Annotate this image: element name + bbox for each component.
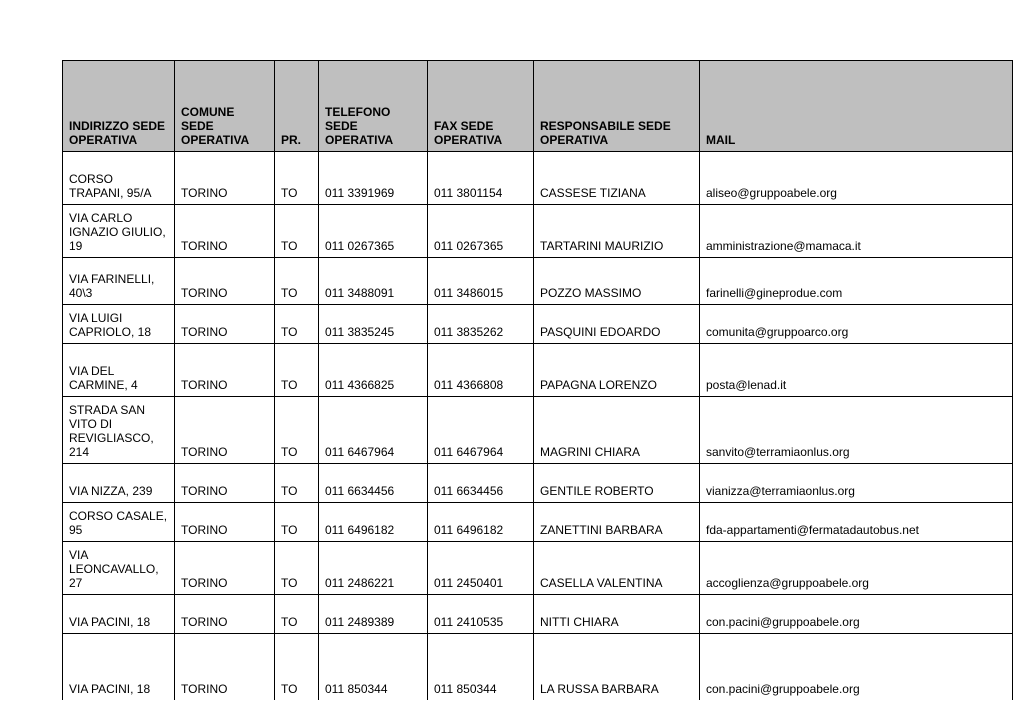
cell: vianizza@terramiaonlus.org bbox=[700, 464, 1013, 503]
cell: LA RUSSA BARBARA bbox=[534, 634, 700, 701]
cell: TO bbox=[275, 595, 319, 634]
cell: VIA DEL CARMINE, 4 bbox=[63, 344, 175, 397]
cell: VIA FARINELLI, 40\3 bbox=[63, 258, 175, 305]
cell: VIA LEONCAVALLO, 27 bbox=[63, 542, 175, 595]
column-header-3: TELEFONO SEDE OPERATIVA bbox=[319, 61, 428, 152]
cell: TO bbox=[275, 258, 319, 305]
table-row: VIA PACINI, 18TORINOTO011 850344011 8503… bbox=[63, 634, 1013, 701]
cell: TO bbox=[275, 305, 319, 344]
cell: 011 2450401 bbox=[428, 542, 534, 595]
cell: TORINO bbox=[175, 205, 275, 258]
cell: VIA CARLO IGNAZIO GIULIO, 19 bbox=[63, 205, 175, 258]
column-header-4: FAX SEDE OPERATIVA bbox=[428, 61, 534, 152]
cell: 011 0267365 bbox=[319, 205, 428, 258]
cell: TORINO bbox=[175, 152, 275, 205]
cell: TO bbox=[275, 205, 319, 258]
cell: MAGRINI CHIARA bbox=[534, 397, 700, 464]
cell: 011 6634456 bbox=[428, 464, 534, 503]
header-row: INDIRIZZO SEDE OPERATIVACOMUNE SEDE OPER… bbox=[63, 61, 1013, 152]
cell: CORSO CASALE, 95 bbox=[63, 503, 175, 542]
table-row: VIA FARINELLI, 40\3TORINOTO011 348809101… bbox=[63, 258, 1013, 305]
cell: VIA NIZZA, 239 bbox=[63, 464, 175, 503]
column-header-0: INDIRIZZO SEDE OPERATIVA bbox=[63, 61, 175, 152]
column-header-6: MAIL bbox=[700, 61, 1013, 152]
cell: TORINO bbox=[175, 464, 275, 503]
cell: 011 4366825 bbox=[319, 344, 428, 397]
cell: TO bbox=[275, 344, 319, 397]
cell: PASQUINI EDOARDO bbox=[534, 305, 700, 344]
cell: TO bbox=[275, 634, 319, 701]
cell: 011 3835245 bbox=[319, 305, 428, 344]
cell: 011 3488091 bbox=[319, 258, 428, 305]
table-row: VIA CARLO IGNAZIO GIULIO, 19TORINOTO011 … bbox=[63, 205, 1013, 258]
column-header-1: COMUNE SEDE OPERATIVA bbox=[175, 61, 275, 152]
cell: con.pacini@gruppoabele.org bbox=[700, 595, 1013, 634]
table-header: INDIRIZZO SEDE OPERATIVACOMUNE SEDE OPER… bbox=[63, 61, 1013, 152]
cell: 011 6467964 bbox=[319, 397, 428, 464]
cell: sanvito@terramiaonlus.org bbox=[700, 397, 1013, 464]
cell: 011 2486221 bbox=[319, 542, 428, 595]
cell: TORINO bbox=[175, 344, 275, 397]
table-row: CORSO CASALE, 95TORINOTO011 6496182011 6… bbox=[63, 503, 1013, 542]
table-row: CORSO TRAPANI, 95/ATORINOTO011 339196901… bbox=[63, 152, 1013, 205]
cell: 011 6467964 bbox=[428, 397, 534, 464]
cell: 011 2410535 bbox=[428, 595, 534, 634]
cell: NITTI CHIARA bbox=[534, 595, 700, 634]
cell: aliseo@gruppoabele.org bbox=[700, 152, 1013, 205]
cell: TO bbox=[275, 397, 319, 464]
table-row: STRADA SAN VITO DI REVIGLIASCO, 214TORIN… bbox=[63, 397, 1013, 464]
cell: TORINO bbox=[175, 595, 275, 634]
cell: amministrazione@mamaca.it bbox=[700, 205, 1013, 258]
table-body: CORSO TRAPANI, 95/ATORINOTO011 339196901… bbox=[63, 152, 1013, 701]
cell: 011 6496182 bbox=[428, 503, 534, 542]
cell: PAPAGNA LORENZO bbox=[534, 344, 700, 397]
table-row: VIA NIZZA, 239TORINOTO011 6634456011 663… bbox=[63, 464, 1013, 503]
cell: CASSESE TIZIANA bbox=[534, 152, 700, 205]
cell: TORINO bbox=[175, 305, 275, 344]
cell: VIA PACINI, 18 bbox=[63, 595, 175, 634]
cell: 011 3835262 bbox=[428, 305, 534, 344]
cell: VIA PACINI, 18 bbox=[63, 634, 175, 701]
cell: comunita@gruppoarco.org bbox=[700, 305, 1013, 344]
cell: 011 6634456 bbox=[319, 464, 428, 503]
column-header-5: RESPONSABILE SEDE OPERATIVA bbox=[534, 61, 700, 152]
cell: TO bbox=[275, 542, 319, 595]
cell: VIA LUIGI CAPRIOLO, 18 bbox=[63, 305, 175, 344]
cell: TORINO bbox=[175, 397, 275, 464]
table-row: VIA DEL CARMINE, 4TORINOTO011 4366825011… bbox=[63, 344, 1013, 397]
cell: GENTILE ROBERTO bbox=[534, 464, 700, 503]
table-row: VIA LEONCAVALLO, 27TORINOTO011 248622101… bbox=[63, 542, 1013, 595]
cell: 011 2489389 bbox=[319, 595, 428, 634]
cell: con.pacini@gruppoabele.org bbox=[700, 634, 1013, 701]
cell: accoglienza@gruppoabele.org bbox=[700, 542, 1013, 595]
cell: TO bbox=[275, 152, 319, 205]
cell: 011 0267365 bbox=[428, 205, 534, 258]
table-row: VIA PACINI, 18TORINOTO011 2489389011 241… bbox=[63, 595, 1013, 634]
cell: TORINO bbox=[175, 542, 275, 595]
cell: 011 3486015 bbox=[428, 258, 534, 305]
cell: posta@lenad.it bbox=[700, 344, 1013, 397]
cell: TO bbox=[275, 503, 319, 542]
cell: farinelli@gineprodue.com bbox=[700, 258, 1013, 305]
cell: 011 3391969 bbox=[319, 152, 428, 205]
cell: TARTARINI MAURIZIO bbox=[534, 205, 700, 258]
cell: fda-appartamenti@fermatadautobus.net bbox=[700, 503, 1013, 542]
cell: CASELLA VALENTINA bbox=[534, 542, 700, 595]
cell: 011 850344 bbox=[428, 634, 534, 701]
cell: TORINO bbox=[175, 258, 275, 305]
cell: TO bbox=[275, 464, 319, 503]
operational-sites-table: INDIRIZZO SEDE OPERATIVACOMUNE SEDE OPER… bbox=[62, 60, 1013, 700]
cell: POZZO MASSIMO bbox=[534, 258, 700, 305]
cell: 011 850344 bbox=[319, 634, 428, 701]
cell: TORINO bbox=[175, 503, 275, 542]
cell: CORSO TRAPANI, 95/A bbox=[63, 152, 175, 205]
cell: 011 6496182 bbox=[319, 503, 428, 542]
cell: STRADA SAN VITO DI REVIGLIASCO, 214 bbox=[63, 397, 175, 464]
cell: 011 3801154 bbox=[428, 152, 534, 205]
table-row: VIA LUIGI CAPRIOLO, 18TORINOTO011 383524… bbox=[63, 305, 1013, 344]
cell: TORINO bbox=[175, 634, 275, 701]
cell: 011 4366808 bbox=[428, 344, 534, 397]
column-header-2: PR. bbox=[275, 61, 319, 152]
cell: ZANETTINI BARBARA bbox=[534, 503, 700, 542]
